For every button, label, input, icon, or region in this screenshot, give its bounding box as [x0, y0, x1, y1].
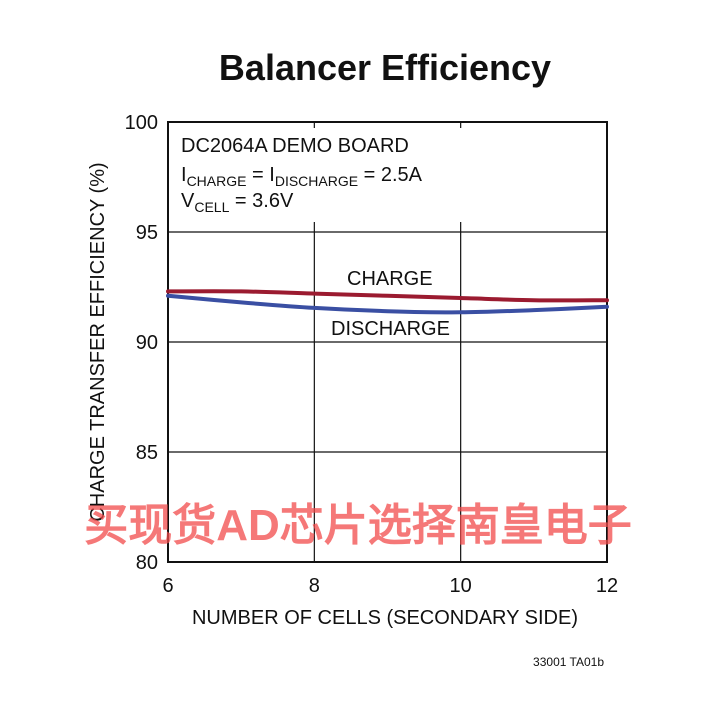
- series-line-charge: [166, 289, 609, 303]
- x-tick-label: 10: [450, 575, 472, 597]
- voltage-condition: VCELL = 3.6V: [181, 190, 294, 215]
- figure-id: 33001 TA01b: [533, 655, 604, 669]
- series-line-discharge: [166, 293, 609, 315]
- y-tick-label: 95: [136, 222, 158, 244]
- y-tick-label: 100: [125, 112, 158, 134]
- chart-title: Balancer Efficiency: [219, 47, 551, 88]
- y-tick-label: 90: [136, 332, 158, 354]
- y-axis-label: CHARGE TRANSFER EFFICIENCY (%): [87, 162, 109, 521]
- y-tick-labels: 80 85 90 95 100: [125, 112, 158, 574]
- series-lines: [166, 289, 609, 315]
- board-label: DC2064A DEMO BOARD: [181, 135, 409, 157]
- plot-frame: [167, 121, 608, 563]
- x-tick-label: 6: [162, 575, 173, 597]
- watermark-text: 买现货AD芯片选择南皇电子: [84, 501, 632, 550]
- annotation-block: DC2064A DEMO BOARD ICHARGE = IDISCHARGE …: [172, 128, 472, 222]
- series-label-discharge: DISCHARGE: [331, 318, 450, 340]
- current-condition: ICHARGE = IDISCHARGE = 2.5A: [181, 164, 423, 189]
- series-label-charge: CHARGE: [347, 268, 433, 290]
- x-axis-label: NUMBER OF CELLS (SECONDARY SIDE): [192, 607, 578, 629]
- y-tick-label: 80: [136, 552, 158, 574]
- y-tick-label: 85: [136, 442, 158, 464]
- x-tick-label: 12: [596, 575, 618, 597]
- x-tick-label: 8: [309, 575, 320, 597]
- x-tick-labels: 6 8 10 12: [162, 575, 618, 597]
